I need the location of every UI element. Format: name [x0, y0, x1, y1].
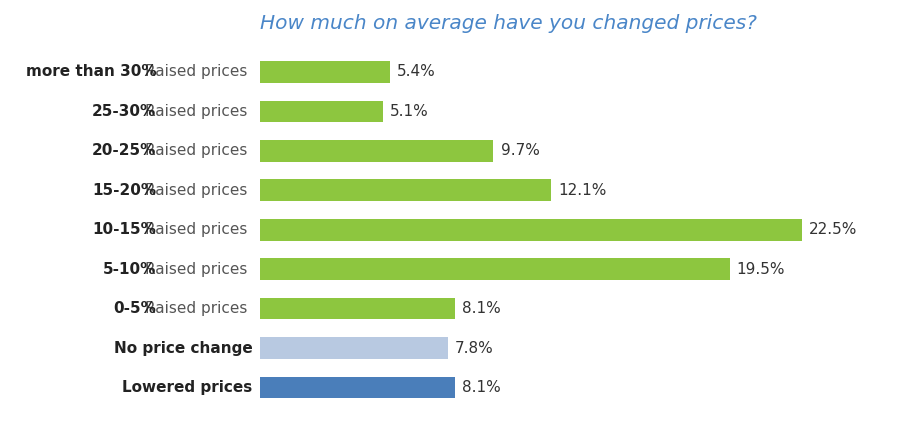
Bar — [260, 377, 454, 398]
Text: Lowered prices: Lowered prices — [122, 380, 253, 395]
Text: 25-30%: 25-30% — [92, 104, 157, 119]
Text: 8.1%: 8.1% — [463, 380, 501, 395]
Bar — [260, 337, 447, 359]
Text: 7.8%: 7.8% — [454, 340, 494, 356]
Text: 8.1%: 8.1% — [463, 301, 501, 316]
Text: 22.5%: 22.5% — [809, 222, 858, 237]
Text: 19.5%: 19.5% — [737, 262, 786, 277]
Text: 15-20%: 15-20% — [92, 183, 157, 198]
Text: Raised prices: Raised prices — [145, 262, 253, 277]
Bar — [260, 101, 382, 122]
Text: more than 30%: more than 30% — [26, 65, 157, 79]
Bar — [260, 219, 802, 241]
Bar — [260, 258, 730, 280]
Bar — [260, 298, 454, 320]
Text: Raised prices: Raised prices — [145, 222, 253, 237]
Text: No price change: No price change — [113, 340, 253, 356]
Text: 0-5%: 0-5% — [113, 301, 157, 316]
Text: 20-25%: 20-25% — [92, 143, 157, 159]
Text: 10-15%: 10-15% — [93, 222, 157, 237]
Text: How much on average have you changed prices?: How much on average have you changed pri… — [260, 14, 757, 33]
Text: Raised prices: Raised prices — [145, 301, 253, 316]
Text: 5.4%: 5.4% — [397, 65, 436, 79]
Text: Raised prices: Raised prices — [145, 183, 253, 198]
Bar — [260, 140, 493, 162]
Text: 9.7%: 9.7% — [500, 143, 540, 159]
Text: Raised prices: Raised prices — [145, 143, 253, 159]
Text: 12.1%: 12.1% — [559, 183, 607, 198]
Bar — [260, 179, 552, 201]
Text: Raised prices: Raised prices — [145, 104, 253, 119]
Text: 5.1%: 5.1% — [390, 104, 428, 119]
Text: 5-10%: 5-10% — [103, 262, 157, 277]
Bar — [260, 61, 390, 83]
Text: Raised prices: Raised prices — [145, 65, 253, 79]
